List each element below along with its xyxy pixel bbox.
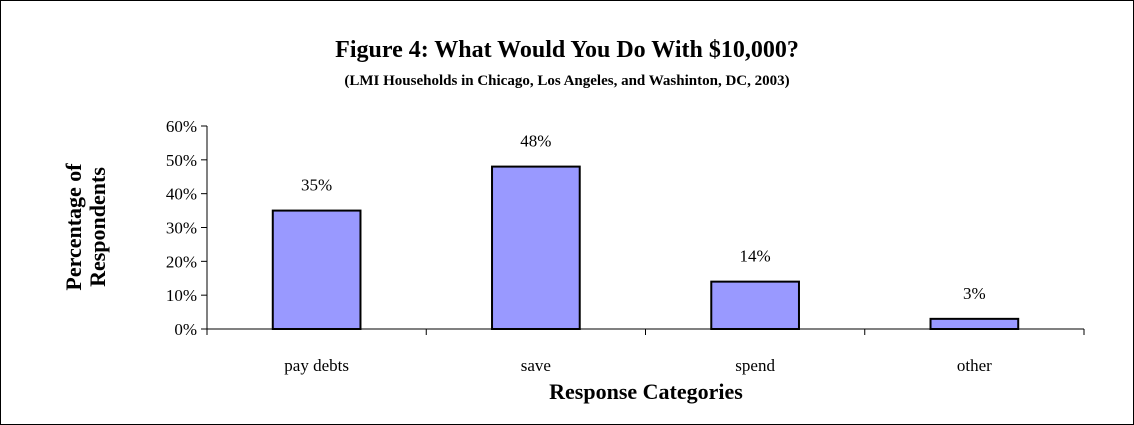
y-tick-label: 20% bbox=[166, 252, 197, 271]
y-axis-title-line-2: Respondents bbox=[85, 167, 110, 287]
chart-subtitle: (LMI Households in Chicago, Los Angeles,… bbox=[344, 73, 789, 89]
bar-save bbox=[491, 165, 581, 330]
x-tick-label: save bbox=[521, 356, 551, 375]
y-tick-label: 60% bbox=[166, 117, 197, 136]
y-axis-title: Percentage of Respondents bbox=[61, 163, 110, 291]
data-label: 35% bbox=[301, 176, 332, 195]
y-tick-label: 30% bbox=[166, 219, 197, 238]
y-tick-label: 0% bbox=[174, 320, 197, 339]
y-tick-label: 10% bbox=[166, 286, 197, 305]
chart-title: Figure 4: What Would You Do With $10,000… bbox=[335, 37, 799, 63]
data-label: 48% bbox=[520, 132, 551, 151]
bar-pay-debts bbox=[271, 209, 362, 330]
x-axis-title: Response Categories bbox=[549, 379, 743, 404]
y-tick-label: 50% bbox=[166, 151, 197, 170]
bar-other bbox=[929, 317, 1020, 331]
y-axis-title-line-1: Percentage of bbox=[61, 163, 86, 291]
plot-area: 0% 10% 20% 30% 40% 50% 60% 35% 48% 14% 3% pay debts… bbox=[166, 117, 1085, 375]
data-label: 14% bbox=[740, 247, 771, 266]
y-tick-label: 40% bbox=[166, 185, 197, 204]
x-tick-label: other bbox=[957, 356, 992, 375]
data-label: 3% bbox=[963, 284, 986, 303]
bar-spend bbox=[710, 280, 800, 330]
x-tick-label: spend bbox=[735, 356, 775, 375]
x-tick-label: pay debts bbox=[284, 356, 349, 375]
